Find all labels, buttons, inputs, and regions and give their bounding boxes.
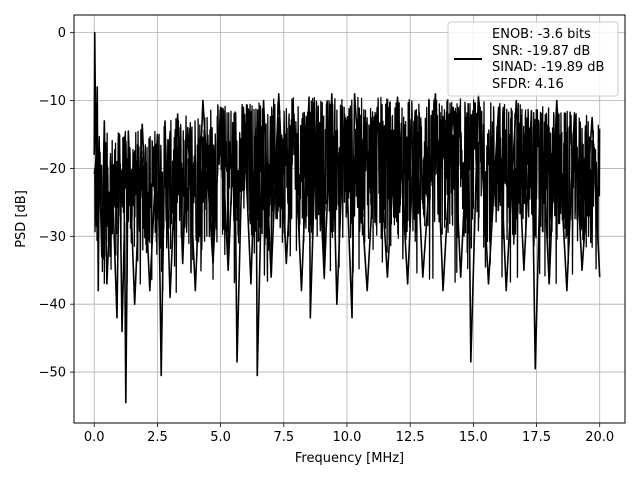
legend-enob: ENOB: -3.6 bits [492, 27, 591, 42]
x-axis-ticks: 0.0 2.5 5.0 7.5 10.0 12.5 15.0 17.5 20.0 [84, 423, 614, 445]
psd-feature-trace [93, 31, 601, 404]
x-tick-label: 20.0 [585, 430, 614, 445]
y-axis-ticks: 0 −10 −20 −30 −40 −50 [39, 26, 74, 381]
x-tick-label: 2.5 [147, 430, 168, 445]
x-tick-label: 5.0 [210, 430, 231, 445]
y-tick-label: −50 [39, 366, 66, 381]
x-tick-label: 17.5 [522, 430, 551, 445]
y-tick-label: −10 [39, 94, 66, 109]
legend-box [447, 21, 619, 97]
x-tick-label: 0.0 [84, 430, 105, 445]
x-tick-label: 15.0 [459, 430, 488, 445]
x-tick-label: 7.5 [273, 430, 294, 445]
legend: ENOB: -3.6 bits SNR: -19.87 dB SINAD: -1… [447, 21, 619, 97]
legend-sfdr: SFDR: 4.16 [492, 77, 564, 92]
x-tick-label: 10.0 [332, 430, 361, 445]
x-tick-label: 12.5 [396, 430, 425, 445]
y-tick-label: −20 [39, 162, 66, 177]
y-axis-label: PSD [dB] [14, 190, 29, 248]
y-tick-label: −30 [39, 230, 66, 245]
plot-frame [73, 14, 626, 424]
y-tick-label: −40 [39, 298, 66, 313]
psd-series [93, 31, 601, 404]
y-tick-label: 0 [58, 26, 66, 41]
legend-snr: SNR: -19.87 dB [492, 44, 590, 59]
legend-sinad: SINAD: -19.89 dB [492, 60, 604, 75]
x-axis-label: Frequency [MHz] [295, 451, 404, 466]
